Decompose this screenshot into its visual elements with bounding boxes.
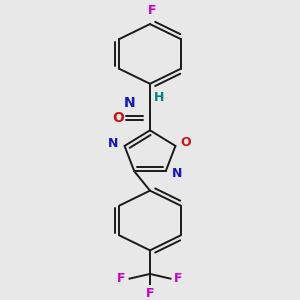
Text: N: N	[108, 137, 118, 150]
Text: O: O	[181, 136, 191, 149]
Text: N: N	[172, 167, 182, 180]
Text: F: F	[117, 272, 126, 285]
Text: N: N	[124, 96, 135, 110]
Text: F: F	[148, 4, 156, 17]
Text: F: F	[146, 287, 154, 300]
Text: O: O	[112, 111, 124, 125]
Text: F: F	[174, 272, 183, 285]
Text: H: H	[154, 91, 164, 104]
